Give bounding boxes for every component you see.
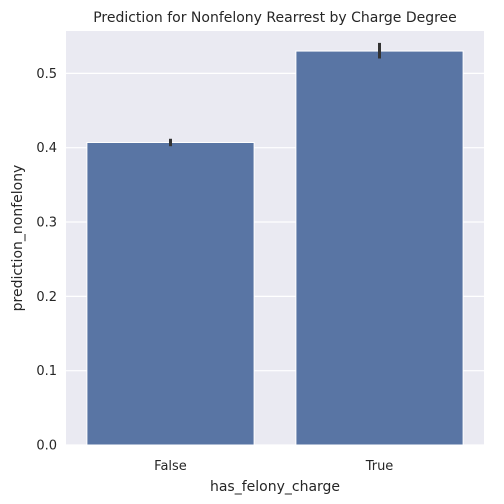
y-tick-label: 0.0 bbox=[36, 439, 57, 454]
chart-title: Prediction for Nonfelony Rearrest by Cha… bbox=[93, 10, 457, 26]
y-axis-label: prediction_nonfelony bbox=[10, 165, 26, 312]
x-tick-label: False bbox=[154, 459, 187, 474]
bars bbox=[86, 50, 464, 446]
y-tick-label: 0.3 bbox=[36, 216, 57, 231]
bar-false bbox=[86, 141, 255, 446]
y-tick-label: 0.2 bbox=[36, 290, 57, 305]
y-tick-label: 0.1 bbox=[36, 364, 57, 379]
x-tick-label: True bbox=[365, 459, 394, 474]
y-tick-label: 0.5 bbox=[36, 67, 57, 82]
y-tick-label: 0.4 bbox=[36, 141, 57, 156]
y-axis-ticks: 0.0 0.1 0.2 0.3 0.4 0.5 bbox=[36, 67, 57, 454]
error-bars bbox=[169, 42, 381, 147]
x-axis-ticks: False True bbox=[154, 459, 393, 474]
x-axis-label: has_felony_charge bbox=[210, 479, 340, 495]
bar-true bbox=[295, 50, 464, 446]
